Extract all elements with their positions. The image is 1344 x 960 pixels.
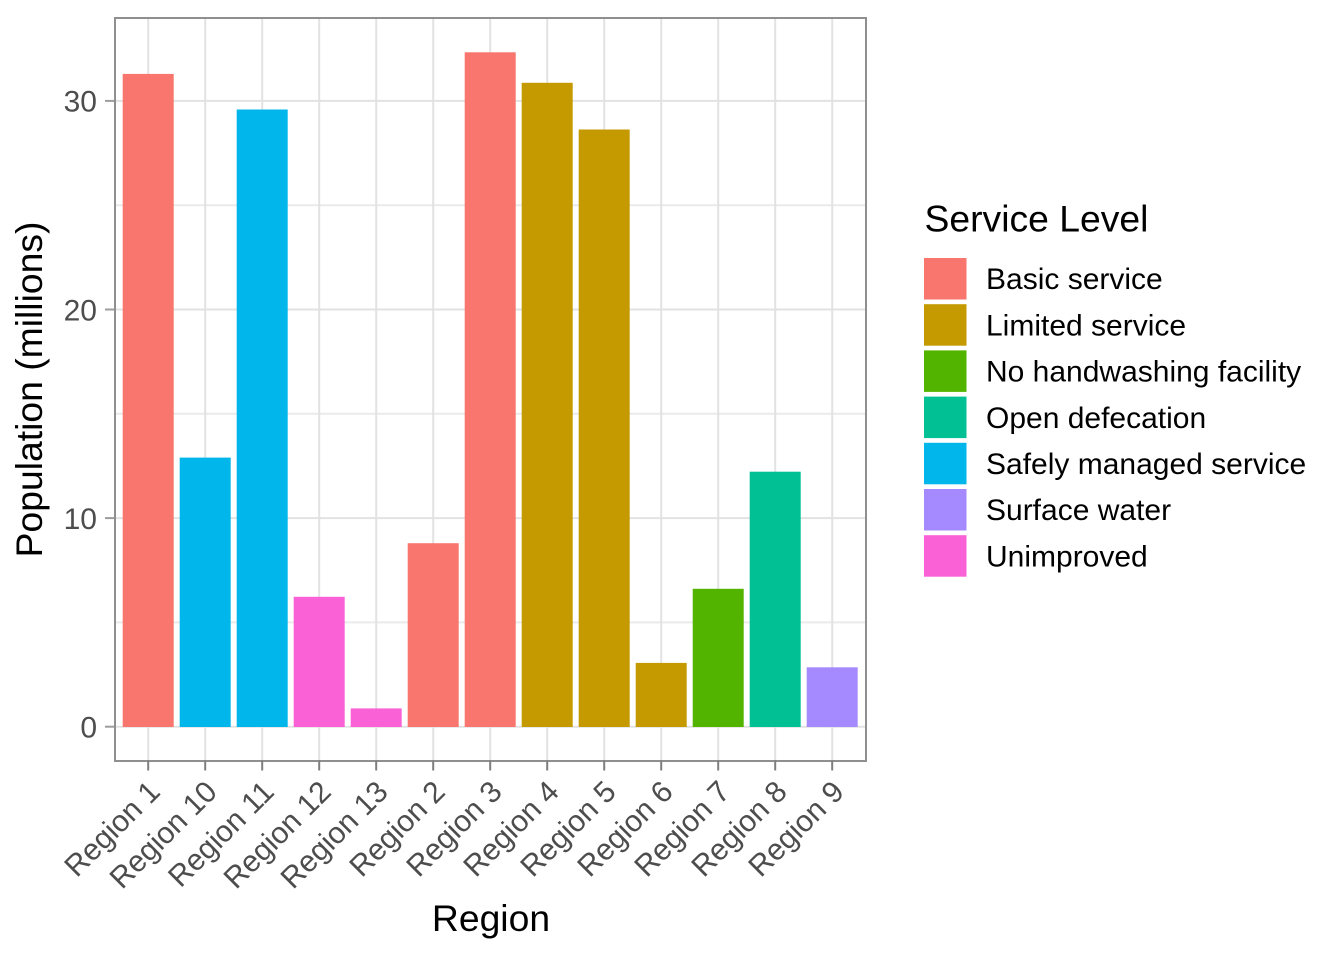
svg-text:Unimproved: Unimproved [986, 540, 1148, 573]
svg-text:10: 10 [64, 503, 97, 536]
svg-text:Limited service: Limited service [986, 309, 1186, 342]
svg-text:Open defecation: Open defecation [986, 402, 1206, 435]
svg-text:Population (millions): Population (millions) [8, 222, 50, 558]
svg-text:Surface water: Surface water [986, 494, 1171, 527]
svg-text:30: 30 [64, 86, 97, 119]
svg-text:Basic service: Basic service [986, 263, 1163, 296]
svg-text:0: 0 [80, 712, 97, 745]
svg-text:No handwashing facility: No handwashing facility [986, 356, 1301, 389]
svg-text:Region: Region [432, 897, 550, 939]
svg-text:Service Level: Service Level [925, 197, 1149, 239]
svg-text:Safely managed service: Safely managed service [986, 448, 1306, 481]
svg-text:20: 20 [64, 294, 97, 327]
